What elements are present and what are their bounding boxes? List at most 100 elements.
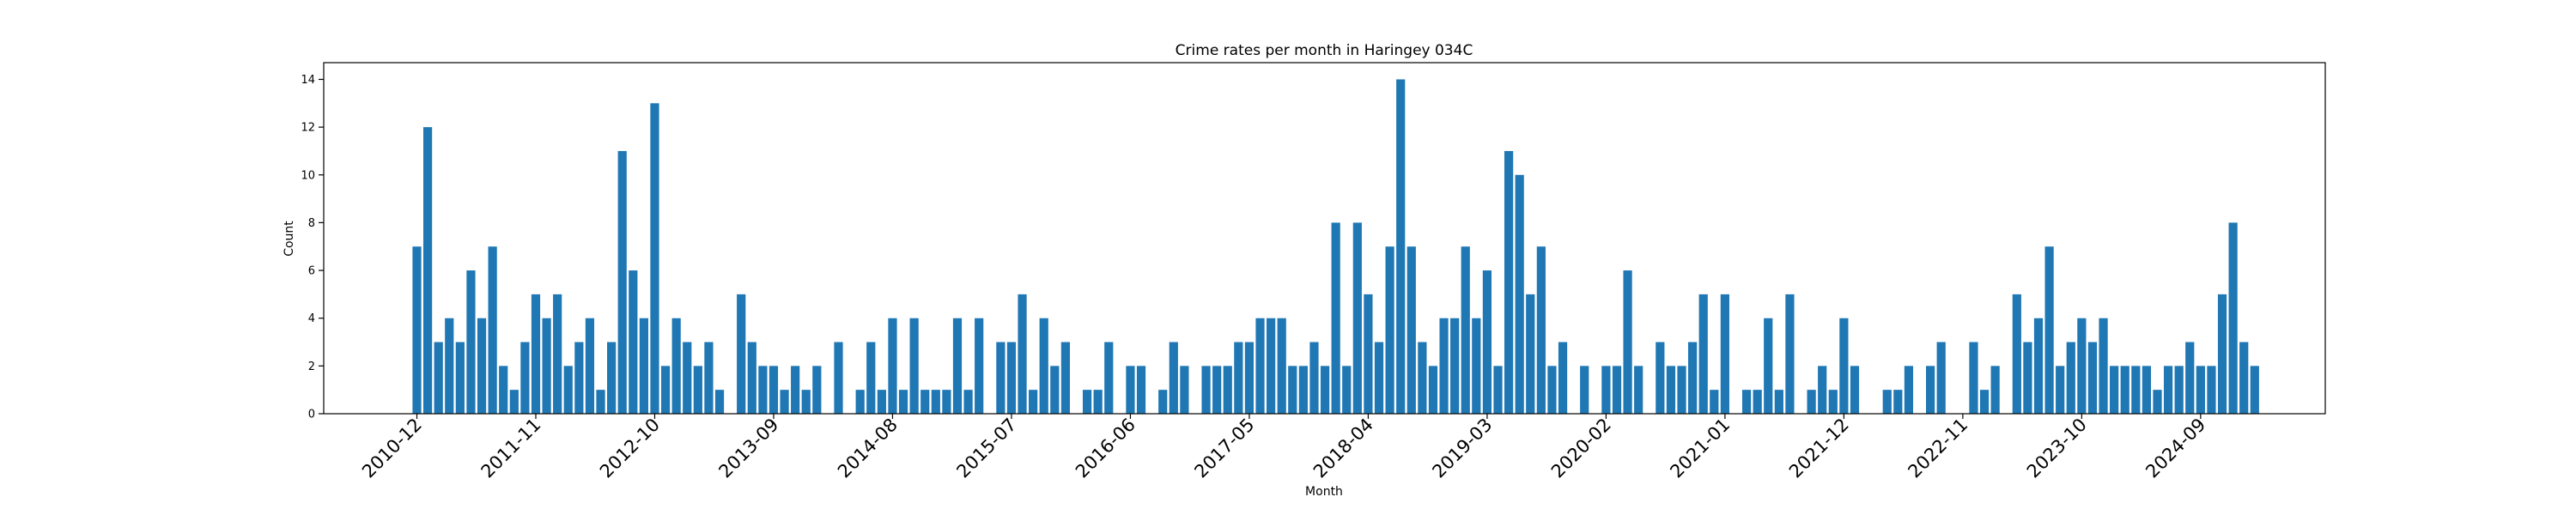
bar — [877, 390, 886, 414]
bar — [1364, 294, 1373, 414]
bar — [1612, 366, 1622, 414]
bar — [2217, 294, 2227, 414]
bar — [1936, 342, 1946, 414]
bar — [1180, 366, 1189, 414]
x-axis-label: Month — [1305, 485, 1343, 499]
bar — [1396, 79, 1406, 414]
bar-series — [412, 79, 2259, 415]
bar — [1352, 222, 1362, 414]
bar — [629, 270, 638, 414]
bar — [2196, 366, 2205, 414]
bar — [1018, 294, 1027, 414]
y-tick-label: 12 — [301, 122, 315, 135]
bar — [542, 318, 551, 414]
bar — [1882, 390, 1892, 414]
bar — [1406, 246, 1416, 414]
x-tick-label: 2016-06 — [1072, 415, 1139, 482]
bar — [1331, 222, 1340, 414]
bar — [477, 318, 487, 414]
bar — [866, 342, 876, 414]
bar — [1136, 366, 1146, 414]
bar — [422, 127, 433, 414]
bar — [1244, 342, 1255, 414]
bar — [1006, 342, 1017, 414]
bar — [2131, 366, 2141, 414]
bar — [412, 246, 422, 414]
bar — [2056, 366, 2065, 414]
bar — [466, 270, 476, 414]
bar — [1979, 390, 1990, 414]
bar — [1807, 390, 1816, 414]
bar — [920, 390, 930, 414]
bar — [1093, 390, 1103, 414]
x-tick-label: 2013-09 — [714, 415, 782, 482]
y-tick-label: 0 — [308, 409, 315, 421]
bar — [2087, 342, 2098, 414]
bar — [1698, 294, 1708, 414]
x-tick-label: 2023-10 — [2023, 415, 2091, 482]
y-tick-label: 10 — [301, 169, 315, 182]
plot-frame — [323, 62, 2326, 415]
bar — [931, 390, 940, 414]
bar — [1288, 366, 1297, 414]
bar — [1450, 318, 1460, 414]
bar — [1710, 390, 1719, 414]
x-tick-label: 2020-02 — [1547, 415, 1615, 482]
bar — [1601, 366, 1611, 414]
bar — [1309, 342, 1319, 414]
bar — [563, 366, 573, 414]
bar — [1634, 366, 1643, 414]
y-axis: 0 2 4 6 8 10 12 14 — [301, 74, 324, 421]
bar — [2207, 366, 2216, 414]
bar — [996, 342, 1005, 414]
bar — [1656, 342, 1665, 414]
bar — [683, 342, 692, 414]
bar — [1785, 294, 1795, 414]
bar — [1342, 366, 1352, 414]
bar — [1082, 390, 1092, 414]
x-tick-label: 2010-12 — [358, 415, 426, 482]
bar — [812, 366, 822, 414]
bar — [1623, 270, 1632, 414]
bar — [1255, 318, 1265, 414]
y-tick-label: 6 — [308, 265, 315, 278]
x-tick-label: 2017-05 — [1190, 415, 1258, 482]
bar — [585, 318, 595, 414]
bar — [2250, 366, 2259, 414]
bar — [455, 342, 465, 414]
bar — [758, 366, 768, 414]
bar — [650, 103, 659, 415]
bar — [434, 342, 443, 414]
bar — [596, 390, 605, 414]
bar — [1990, 366, 2000, 414]
bar — [791, 366, 800, 414]
bar — [909, 318, 919, 414]
bar — [1850, 366, 1860, 414]
bar — [1688, 342, 1698, 414]
bar — [1277, 318, 1286, 414]
bar — [1298, 366, 1308, 414]
bar — [975, 318, 984, 414]
bar — [1320, 366, 1330, 414]
bar — [1169, 342, 1178, 414]
bar — [1515, 174, 1524, 414]
bar — [1677, 366, 1686, 414]
bar — [1050, 366, 1060, 414]
bar — [1774, 390, 1783, 414]
bar — [1493, 366, 1503, 414]
x-tick-label: 2021-12 — [1785, 415, 1853, 482]
bar — [1104, 342, 1114, 414]
bar — [499, 366, 508, 414]
bar — [520, 342, 530, 414]
bar — [963, 390, 973, 414]
y-tick-label: 2 — [308, 360, 315, 373]
bar — [574, 342, 584, 414]
x-tick-label: 2015-07 — [952, 415, 1020, 482]
bar — [2153, 390, 2162, 414]
bar — [1385, 246, 1394, 414]
bar — [737, 294, 746, 414]
bar — [1201, 366, 1211, 414]
bar — [2163, 366, 2173, 414]
bar — [1158, 390, 1168, 414]
